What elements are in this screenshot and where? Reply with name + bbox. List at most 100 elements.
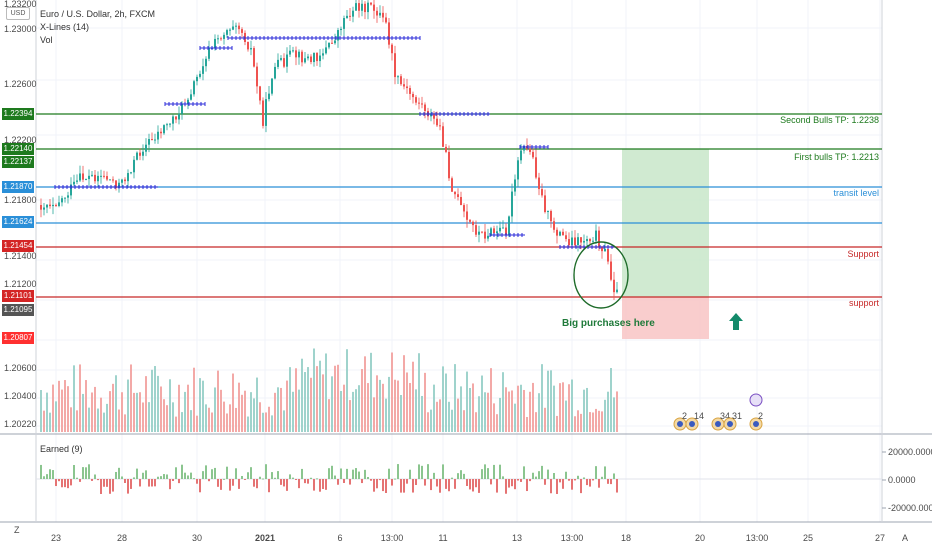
volume-bar [163,399,165,432]
volume-bar [205,404,207,432]
candle-body [172,116,174,124]
candle-body [238,25,240,30]
indicator-bar [556,479,558,494]
candle-body [157,131,159,140]
indicator-bar [307,479,309,484]
indicator-bar [592,479,594,481]
indicator-bar [88,464,90,479]
indicator-bar [409,469,411,479]
candle-body [127,173,129,182]
event-badge-label: 2 [682,411,687,421]
volume-bar [112,383,114,432]
volume-bar [268,406,270,432]
time-tick-label: 13:00 [746,533,769,543]
candle-body [388,22,390,45]
indicator-bar [223,478,225,480]
volume-bar [211,412,213,432]
currency-button[interactable]: USD [6,7,30,20]
indicator-bar [481,469,483,479]
candle-body [412,93,414,98]
volume-bar [85,380,87,432]
indicator-bar [577,475,579,479]
indicator-bar [424,479,426,486]
price-tag: 1.20807 [2,332,34,344]
indicator-bar [520,479,522,482]
indicator-bar [613,473,615,479]
volume-bar [304,372,306,432]
indicator-bar [538,471,540,479]
study-xlines[interactable]: X-Lines (14) [40,22,90,32]
volume-bar [490,368,492,432]
volume-bar [43,410,45,432]
candle-body [175,116,177,120]
indicator-bar [418,464,420,479]
volume-bar [118,409,120,432]
candle-body [538,177,540,190]
volume-bar [136,392,138,432]
candle-body [433,113,435,119]
volume-bar [568,384,570,432]
indicator-bar [292,477,294,479]
volume-bar [412,361,414,432]
scale-button[interactable]: Z [14,525,20,535]
volume-bar [487,392,489,432]
candle-body [208,48,210,59]
indicator-title[interactable]: Earned (9) [40,444,83,454]
time-tick-label: 25 [803,533,813,543]
candle-body [268,93,270,100]
symbol-title[interactable]: Euro / U.S. Dollar, 2h, FXCM [40,9,156,19]
volume-bar [124,414,126,432]
candle-body [547,210,549,213]
indicator-bar [532,472,534,479]
volume-bar [190,410,192,432]
volume-bar [454,364,456,432]
volume-bar [334,365,336,432]
volume-bar [541,364,543,432]
indicator-bar [448,479,450,492]
candle-body [544,195,546,213]
candle-body [202,66,204,74]
annotation-big-purchases[interactable]: Big purchases here [562,318,655,329]
volume-bar [586,387,588,432]
volume-bar [466,371,468,432]
candle-body [577,237,579,246]
price-tag: 1.22140 [2,143,34,155]
volume-bar [178,384,180,432]
candle-body [355,3,357,11]
indicator-tick-label: 20000.0000 [888,447,932,457]
volume-bar [535,412,537,432]
candle-body [340,28,342,31]
time-tick-label: 27 [875,533,885,543]
candle-body [439,125,441,127]
candle-body [133,159,135,173]
indicator-bar [370,479,372,481]
study-volume[interactable]: Vol [40,35,53,45]
indicator-bar [304,479,306,484]
candle-body [559,231,561,236]
candle-body [469,219,471,222]
volume-bar [502,372,504,432]
candle-body [436,118,438,126]
candle-body [286,54,288,67]
candle-body [43,207,45,210]
candle-body [517,160,519,180]
volume-bar [433,384,435,432]
candle-body [61,198,63,203]
candle-body [265,99,267,126]
candle-body [481,231,483,233]
candle-body [484,231,486,239]
candle-body [421,103,423,105]
indicator-bar [106,479,108,487]
volume-bar [538,393,540,432]
candle-body [220,38,222,40]
candle-body [454,191,456,195]
volume-bar [313,348,315,432]
candle-body [181,103,183,114]
candle-body [508,216,510,236]
candle-body [331,42,333,44]
volume-bar [328,399,330,432]
candle-body [250,48,252,50]
indicator-bar [190,472,192,479]
volume-bar [127,379,129,432]
